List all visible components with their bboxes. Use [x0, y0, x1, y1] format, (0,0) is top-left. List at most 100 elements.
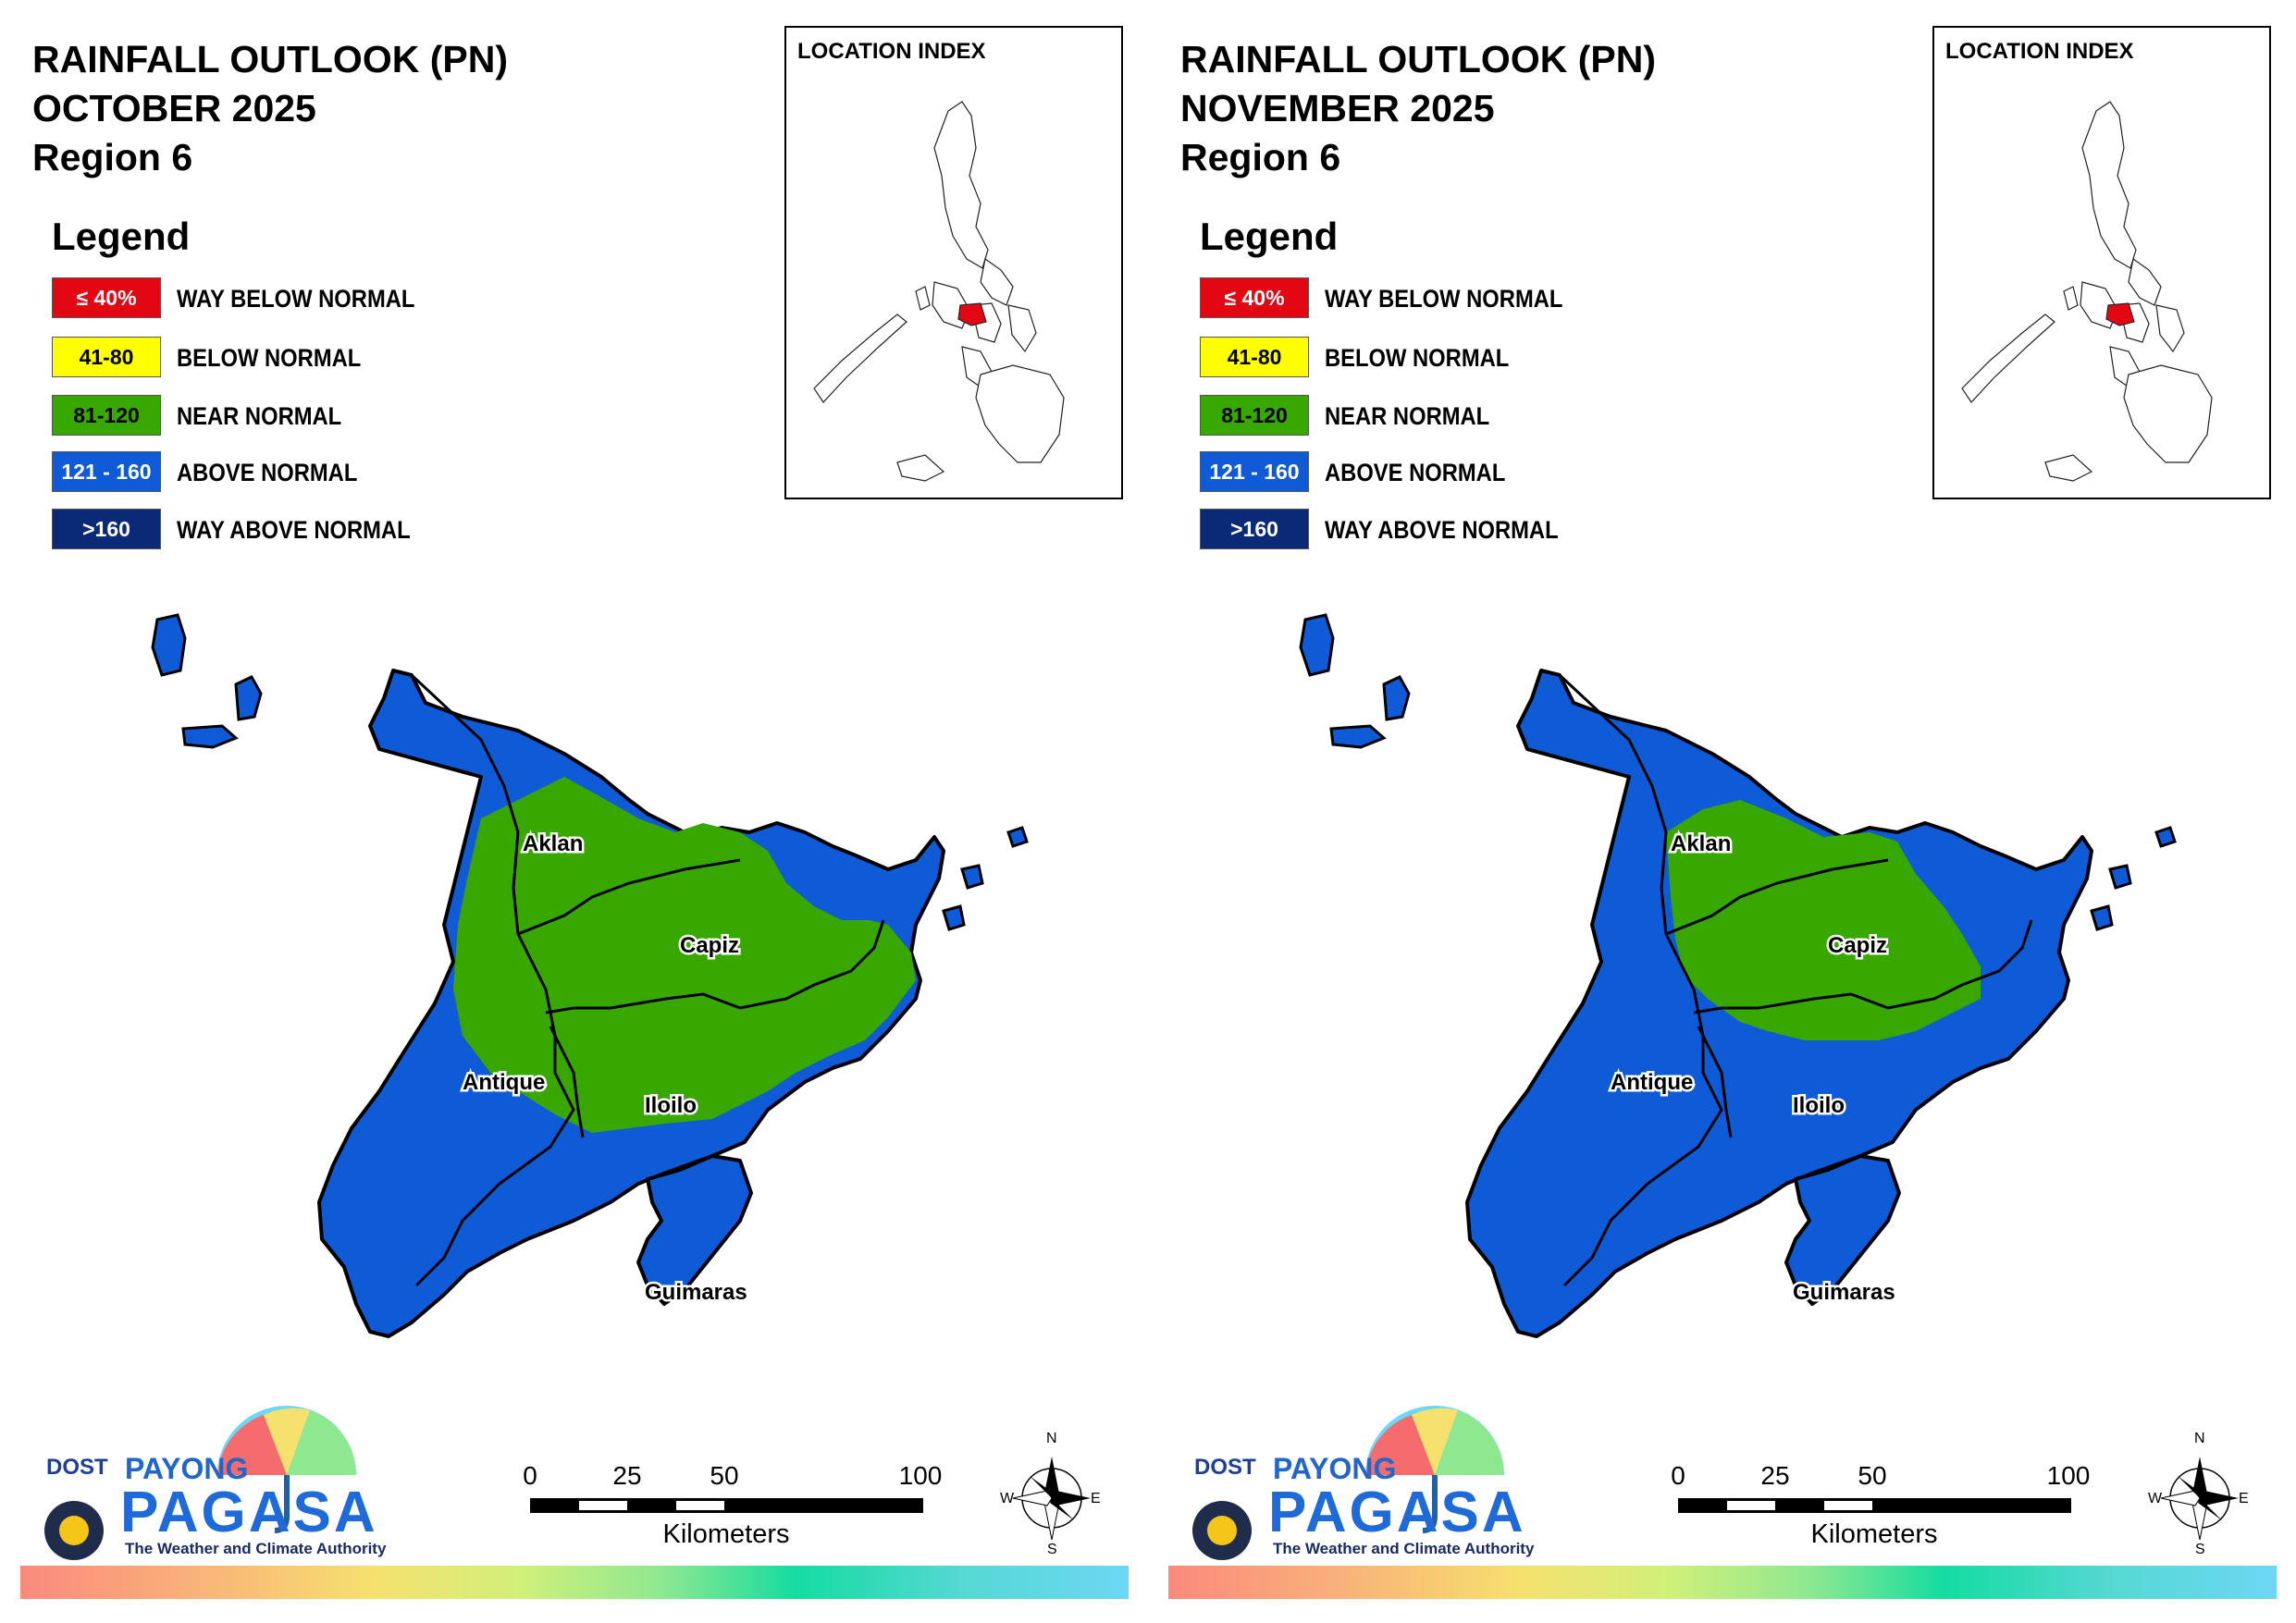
scale-tick: 100 [898, 1461, 943, 1490]
location-index-box: LOCATION INDEX [784, 26, 1123, 499]
legend-label: ABOVE NORMAL [177, 459, 358, 486]
province-label-iloilo: Iloilo [1793, 1093, 1845, 1118]
logo-graphic [44, 1406, 356, 1560]
province-label-antique: Antique [1611, 1070, 1693, 1095]
legend-heading: Legend [52, 215, 191, 258]
title-line-1: RAINFALL OUTLOOK (PN) [1180, 38, 1656, 80]
logo-brand-top: PAYONG [125, 1452, 249, 1485]
title-line-1: RAINFALL OUTLOOK (PN) [32, 38, 508, 80]
logo-brand-main: PAGASA [1268, 1481, 1526, 1544]
legend-label: WAY ABOVE NORMAL [1325, 516, 1559, 544]
legend-item-near: 81-120 NEAR NORMAL [52, 395, 440, 437]
scale-bar: 0 25 50 100 Kilometers [1671, 1461, 2090, 1554]
legend-item-near: 81-120 NEAR NORMAL [1200, 395, 1588, 437]
map-title: RAINFALL OUTLOOK (PN) OCTOBER 2025 Regio… [32, 35, 508, 182]
logo-tagline: The Weather and Climate Authority [125, 1540, 387, 1557]
legend-label: NEAR NORMAL [177, 402, 342, 430]
legend-swatch: ≤ 40% [1200, 277, 1309, 318]
compass-n: N [2194, 1431, 2205, 1446]
legend-item-way-below: ≤ 40% WAY BELOW NORMAL [1200, 277, 1588, 320]
title-line-3: Region 6 [1180, 136, 1341, 178]
province-label-guimaras: Guimaras [645, 1280, 747, 1305]
legend-swatch: 121 - 160 [1200, 451, 1309, 492]
panel-november: RAINFALL OUTLOOK (PN) NOVEMBER 2025 Regi… [1148, 0, 2296, 1623]
legend-item-below: 41-80 BELOW NORMAL [52, 337, 440, 379]
province-label-capiz: Capiz [1828, 933, 1887, 958]
philippines-locator-map [813, 101, 1065, 482]
logo-graphic [1192, 1406, 1504, 1560]
title-line-2: OCTOBER 2025 [32, 87, 316, 129]
province-labels: Aklan Capiz Antique Iloilo Guimaras [461, 830, 750, 1308]
compass-n: N [1046, 1431, 1057, 1446]
legend-label: WAY ABOVE NORMAL [177, 516, 411, 544]
philippines-locator-map [1961, 101, 2213, 482]
scale-unit: Kilometers [662, 1519, 790, 1549]
province-label-capiz: Capiz [680, 933, 739, 958]
scale-bar-graphic [1678, 1498, 2071, 1513]
logo-agency: DOST [46, 1455, 108, 1480]
map-title: RAINFALL OUTLOOK (PN) NOVEMBER 2025 Regi… [1180, 35, 1656, 182]
province-boundaries [1558, 673, 2033, 1287]
legend-item-way-below: ≤ 40% WAY BELOW NORMAL [52, 277, 440, 320]
legend-swatch: >160 [1200, 509, 1309, 549]
title-line-2: NOVEMBER 2025 [1180, 87, 1495, 129]
province-label-iloilo: Iloilo [645, 1093, 697, 1118]
legend-item-way-above: >160 WAY ABOVE NORMAL [52, 509, 440, 551]
scale-tick: 100 [2046, 1461, 2091, 1490]
scale-unit: Kilometers [1810, 1519, 1938, 1549]
footer-gradient-bar [20, 1566, 1129, 1599]
scale-tick: 0 [523, 1461, 537, 1490]
logo-brand-top: PAYONG [1273, 1452, 1397, 1485]
region-6-rainfall-map: Aklan Capiz Antique Iloilo Guimaras [1299, 613, 2177, 1338]
legend-item-way-above: >160 WAY ABOVE NORMAL [1200, 509, 1588, 551]
location-index-box: LOCATION INDEX [1932, 26, 2271, 499]
scale-tick: 50 [1858, 1461, 1887, 1490]
legend-item-above: 121 - 160 ABOVE NORMAL [1200, 451, 1588, 494]
scale-bar-graphic [530, 1498, 923, 1513]
legend-label: NEAR NORMAL [1325, 402, 1490, 430]
region-6-highlight [957, 302, 987, 326]
legend-swatch: 121 - 160 [52, 451, 161, 492]
region-6-highlight [2105, 302, 2135, 326]
payong-pagasa-logo: DOST PAYONG PAGASA The Weather and Clima… [1180, 1387, 1550, 1563]
compass-s: S [2195, 1542, 2205, 1557]
logo-tagline: The Weather and Climate Authority [1273, 1540, 1535, 1557]
compass-e: E [2239, 1491, 2249, 1506]
legend-swatch: ≤ 40% [52, 277, 161, 318]
province-boundaries [410, 673, 885, 1287]
legend-label: BELOW NORMAL [177, 344, 362, 372]
scale-tick: 0 [1671, 1461, 1685, 1490]
province-label-antique: Antique [463, 1070, 545, 1095]
legend-heading: Legend [1200, 215, 1339, 258]
footer-gradient-bar [1168, 1566, 2277, 1599]
compass-e: E [1091, 1491, 1101, 1506]
minor-islands [1299, 613, 2177, 931]
legend-swatch: >160 [52, 509, 161, 549]
compass-s: S [1047, 1542, 1057, 1557]
legend-label: WAY BELOW NORMAL [1325, 285, 1563, 313]
province-label-guimaras: Guimaras [1793, 1280, 1895, 1305]
title-line-3: Region 6 [32, 136, 193, 178]
scale-bar: 0 25 50 100 Kilometers [523, 1461, 942, 1554]
location-index-title: LOCATION INDEX [1945, 39, 2134, 64]
legend-item-above: 121 - 160 ABOVE NORMAL [52, 451, 440, 494]
scale-tick: 25 [1760, 1461, 1790, 1490]
province-label-aklan: Aklan [1671, 831, 1731, 856]
legend-swatch: 81-120 [1200, 395, 1309, 436]
minor-islands [151, 613, 1029, 931]
legend-swatch: 41-80 [1200, 337, 1309, 377]
legend-item-below: 41-80 BELOW NORMAL [1200, 337, 1588, 379]
legend-label: BELOW NORMAL [1325, 344, 1510, 372]
legend-swatch: 41-80 [52, 337, 161, 377]
compass-w: W [2148, 1491, 2163, 1506]
north-arrow-icon: N E S W [2148, 1431, 2249, 1558]
panel-october: RAINFALL OUTLOOK (PN) OCTOBER 2025 Regio… [20, 26, 1129, 1599]
legend-label: ABOVE NORMAL [1325, 459, 1506, 486]
province-labels: Aklan Capiz Antique Iloilo Guimaras [1609, 830, 1898, 1308]
legend-swatch: 81-120 [52, 395, 161, 436]
logo-brand-main: PAGASA [120, 1481, 378, 1544]
location-index-title: LOCATION INDEX [797, 39, 986, 64]
north-arrow-icon: N E S W [1000, 1431, 1101, 1558]
logo-agency: DOST [1194, 1455, 1256, 1480]
legend-label: WAY BELOW NORMAL [177, 285, 415, 313]
